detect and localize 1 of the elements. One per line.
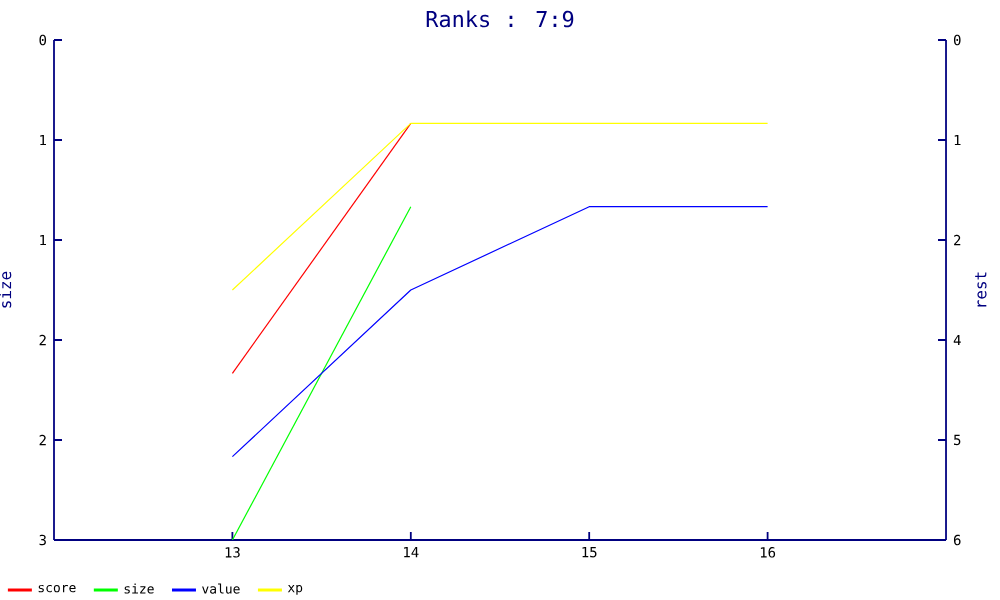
chart-title: Ranks : 7:9 [426,10,574,28]
